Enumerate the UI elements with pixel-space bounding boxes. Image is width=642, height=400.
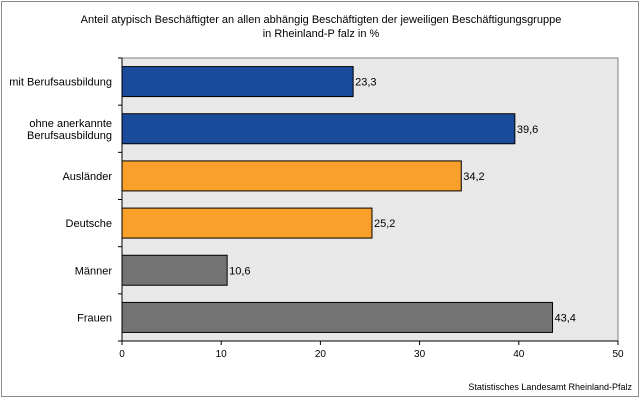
category-label: mit Berufsausbildung — [9, 77, 112, 89]
category-label: Männer — [75, 265, 113, 277]
value-label: 43,4 — [555, 312, 576, 324]
value-label: 23,3 — [355, 77, 376, 89]
x-tick-label: 40 — [513, 349, 525, 360]
chart-title-line-2: in Rheinland-P falz in % — [262, 28, 380, 40]
value-label: 39,6 — [517, 124, 538, 136]
category-label: Frauen — [77, 312, 112, 324]
x-tick-label: 50 — [612, 349, 624, 360]
bar — [121, 207, 373, 239]
bar — [121, 160, 462, 192]
x-tick-label: 30 — [414, 349, 426, 360]
source-note: Statistisches Landesamt Rheinland-Pfalz — [468, 382, 632, 392]
chart-title-line-1: Anteil atypisch Beschäftigter an allen a… — [80, 14, 562, 26]
plot-background — [121, 57, 619, 342]
value-label: 25,2 — [374, 218, 395, 230]
x-tick-label: 10 — [216, 349, 228, 360]
plot-area: 0 10 20 30 40 50 23,3 mit Berufsausbildung 39,6 o… — [9, 57, 624, 360]
category-label: Ausländer — [62, 171, 112, 183]
category-label: ohne anerkannte Berufsausbildung — [27, 118, 112, 142]
bar — [121, 254, 228, 286]
chart-title: Anteil atypisch Beschäftigter an allen a… — [0, 13, 642, 41]
value-label: 10,6 — [229, 265, 250, 277]
x-tick-label: 0 — [119, 349, 125, 360]
bar — [121, 113, 516, 145]
category-label: Deutsche — [66, 218, 112, 230]
value-label: 34,2 — [463, 171, 484, 183]
bar — [121, 66, 354, 98]
bar — [121, 301, 554, 333]
x-tick-label: 20 — [315, 349, 327, 360]
